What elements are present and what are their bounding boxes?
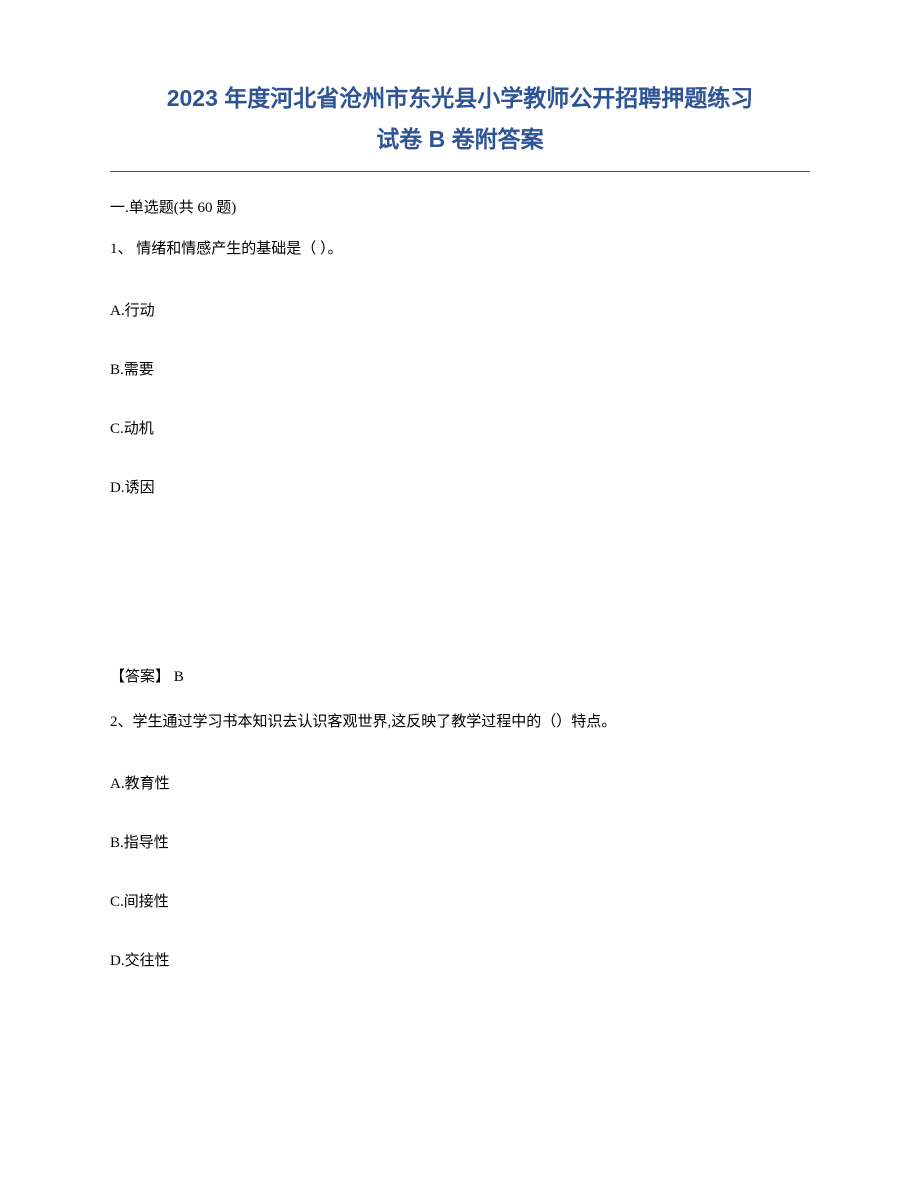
question-1-option-d: D.诱因 — [110, 476, 810, 497]
question-2-text: 2、学生通过学习书本知识去认识客观世界,这反映了教学过程中的（）特点。 — [110, 710, 810, 734]
spacer — [110, 535, 810, 665]
title-line2: 试卷 B 卷附答案 — [110, 119, 810, 160]
question-1-text: 1、 情绪和情感产生的基础是（ ）。 — [110, 237, 810, 261]
question-1-option-a: A.行动 — [110, 299, 810, 320]
question-1-option-b: B.需要 — [110, 358, 810, 379]
question-1-answer: 【答案】 B — [110, 665, 810, 686]
question-2-option-b: B.指导性 — [110, 831, 810, 852]
title-divider — [110, 171, 810, 172]
question-2-option-a: A.教育性 — [110, 772, 810, 793]
title-container: 2023 年度河北省沧州市东光县小学教师公开招聘押题练习 试卷 B 卷附答案 — [110, 78, 810, 161]
section-header: 一.单选题(共 60 题) — [110, 196, 810, 217]
question-1-option-c: C.动机 — [110, 417, 810, 438]
question-2-option-c: C.间接性 — [110, 890, 810, 911]
title-line1: 2023 年度河北省沧州市东光县小学教师公开招聘押题练习 — [110, 78, 810, 119]
question-2-option-d: D.交往性 — [110, 949, 810, 970]
